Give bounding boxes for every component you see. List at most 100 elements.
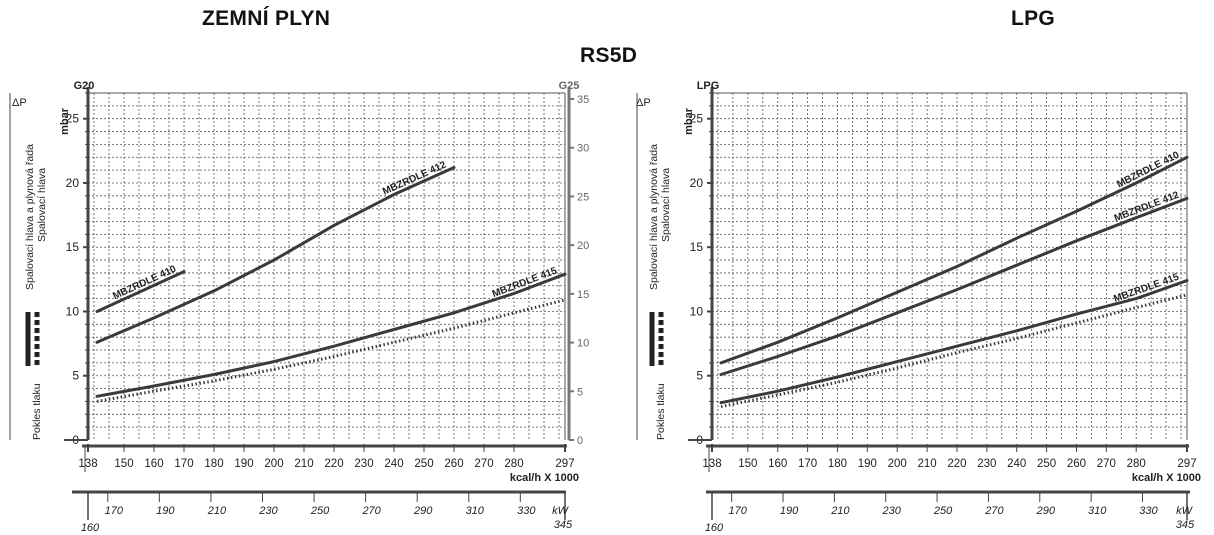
ng-unit-label: mbar xyxy=(59,107,71,135)
lpg-series-label: MBZRDLE 412 xyxy=(1113,190,1181,225)
ng-xtick-label: 170 xyxy=(174,458,193,470)
ng-series-label: MBZRDLE 412 xyxy=(381,159,448,197)
ng-ytick-label: 20 xyxy=(66,176,80,190)
lpg-xtick-label: 138 xyxy=(702,458,721,470)
lpg-xtick-label: 190 xyxy=(858,458,877,470)
lpg-xtick-label: 150 xyxy=(738,458,757,470)
ng-ytick-label: 25 xyxy=(66,112,80,126)
lpg-xtick-label: 200 xyxy=(888,458,907,470)
lpg-xlabel-kcal: kcal/h X 1000 xyxy=(1132,472,1201,484)
lpg-kw-tick-label: 270 xyxy=(984,505,1004,517)
lpg-xlabel-kw: kW xyxy=(1176,505,1194,517)
ng-kw-tick-label: 230 xyxy=(258,505,278,517)
ng-ylabel-outer: Pokles tlaku xyxy=(31,383,43,440)
ng-rtick-label: 30 xyxy=(577,143,589,155)
ng-rtick-label: 35 xyxy=(577,94,589,106)
lpg-ytick-label: 25 xyxy=(690,112,704,126)
lpg-kw-tick-label: 190 xyxy=(780,505,799,517)
lpg-gas-label-left: LPG xyxy=(697,80,720,92)
ng-ylabel-head: Spalovací hlava xyxy=(36,168,48,242)
lpg-kw-tick-label: 170 xyxy=(728,505,747,517)
ng-kw-tick-label: 330 xyxy=(517,505,536,517)
ng-xtick-label: 190 xyxy=(234,458,253,470)
ng-xtick-label: 297 xyxy=(555,458,574,470)
lpg-ylabel-head: Spalovací hlava xyxy=(660,168,672,242)
ng-series-label: MBZRDLE 410 xyxy=(111,264,178,303)
ng-xtick-label: 260 xyxy=(444,458,463,470)
lpg-ytick-label: 15 xyxy=(690,240,704,254)
ng-xlabel-kw: kW xyxy=(552,505,570,517)
ng-ytick-label: 15 xyxy=(66,240,80,254)
lpg-kw-max-label: 345 xyxy=(1176,519,1195,531)
ng-series-label: MBZRDLE 415 xyxy=(491,265,559,300)
lpg-xtick-label: 240 xyxy=(1007,458,1026,470)
right-chart-title: LPG xyxy=(1011,7,1056,30)
lpg-series-mbzrdle-410-line xyxy=(719,155,1189,365)
ng-xtick-label: 150 xyxy=(114,458,133,470)
ng-rtick-label: 5 xyxy=(577,386,583,398)
lpg-xtick-label: 160 xyxy=(768,458,787,470)
ng-rtick-label: 10 xyxy=(577,338,589,350)
ng-gas-label-right: G25 xyxy=(559,80,580,92)
ng-kw-tick-label: 270 xyxy=(361,505,381,517)
lpg-ytick-label: 20 xyxy=(690,176,704,190)
ng-kw-max-label: 345 xyxy=(554,519,573,531)
ng-kw-tick-label: 190 xyxy=(156,505,175,517)
ng-kw-tick-label: 290 xyxy=(413,505,433,517)
ng-xtick-label: 200 xyxy=(264,458,283,470)
lpg-ytick-label: 5 xyxy=(696,369,703,383)
lpg-kw-tick-label: 250 xyxy=(933,505,953,517)
model-title: RS5D xyxy=(580,44,638,67)
lpg-xtick-label: 260 xyxy=(1067,458,1086,470)
lpg-series-mbzrdle-415-line xyxy=(719,279,1189,405)
ng-kw-tick-label: 250 xyxy=(310,505,330,517)
lpg-kw-tick-label: 210 xyxy=(830,505,850,517)
ng-kw-min-label: 160 xyxy=(81,522,100,534)
lpg-xtick-label: 280 xyxy=(1127,458,1146,470)
ng-series-mbzrdle-410-line xyxy=(95,270,186,313)
ng-kw-tick-label: 310 xyxy=(466,505,485,517)
lpg-xtick-label: 270 xyxy=(1097,458,1116,470)
ng-kw-tick-label: 210 xyxy=(207,505,227,517)
lpg-kw-tick-label: 310 xyxy=(1088,505,1107,517)
ng-rtick-label: 25 xyxy=(577,191,589,203)
lpg-xtick-label: 180 xyxy=(828,458,847,470)
lpg-kw-tick-label: 330 xyxy=(1139,505,1158,517)
lpg-xtick-label: 297 xyxy=(1177,458,1196,470)
ng-rtick-label: 20 xyxy=(577,240,589,252)
ng-series-head-only-line xyxy=(96,298,566,403)
ng-xtick-label: 230 xyxy=(354,458,373,470)
ng-xtick-label: 180 xyxy=(204,458,223,470)
lpg-xtick-label: 170 xyxy=(798,458,817,470)
ng-xlabel-kcal: kcal/h X 1000 xyxy=(510,472,579,484)
lpg-ylabel-outer: Pokles tlaku xyxy=(655,383,667,440)
lpg-series-mbzrdle-412-line xyxy=(719,196,1189,376)
lpg-ylabel-head-train: Spalovací hlava a plynová řada xyxy=(648,144,660,290)
lpg-dp-label: ΔP xyxy=(636,97,651,109)
lpg-xtick-label: 220 xyxy=(947,458,966,470)
ng-series-mbzrdle-412-line xyxy=(95,166,456,344)
lpg-xtick-label: 250 xyxy=(1037,458,1056,470)
ng-dp-label: ΔP xyxy=(12,97,27,109)
ng-ytick-label: 5 xyxy=(72,369,79,383)
ng-ytick-label: 10 xyxy=(66,304,80,318)
lpg-kw-tick-label: 230 xyxy=(882,505,902,517)
lpg-unit-label: mbar xyxy=(683,107,695,135)
ng-xtick-label: 210 xyxy=(294,458,313,470)
ng-xtick-label: 250 xyxy=(414,458,433,470)
ng-xtick-label: 160 xyxy=(144,458,163,470)
lpg-ytick-label: 10 xyxy=(690,304,704,318)
ng-series-mbzrdle-415-line xyxy=(95,272,567,398)
lpg-xtick-label: 230 xyxy=(977,458,996,470)
ng-rtick-label: 15 xyxy=(577,289,589,301)
ng-xtick-label: 220 xyxy=(324,458,343,470)
lpg-xtick-label: 210 xyxy=(918,458,937,470)
ng-ylabel-head-train: Spalovací hlava a plynová řada xyxy=(24,144,36,290)
lpg-series-label: MBZRDLE 415 xyxy=(1112,272,1181,305)
ng-gas-label-left: G20 xyxy=(74,80,95,92)
lpg-kw-min-label: 160 xyxy=(705,522,724,534)
ng-xtick-label: 138 xyxy=(78,458,97,470)
left-chart-title: ZEMNÍ PLYN xyxy=(202,7,331,30)
lpg-kw-tick-label: 290 xyxy=(1036,505,1056,517)
